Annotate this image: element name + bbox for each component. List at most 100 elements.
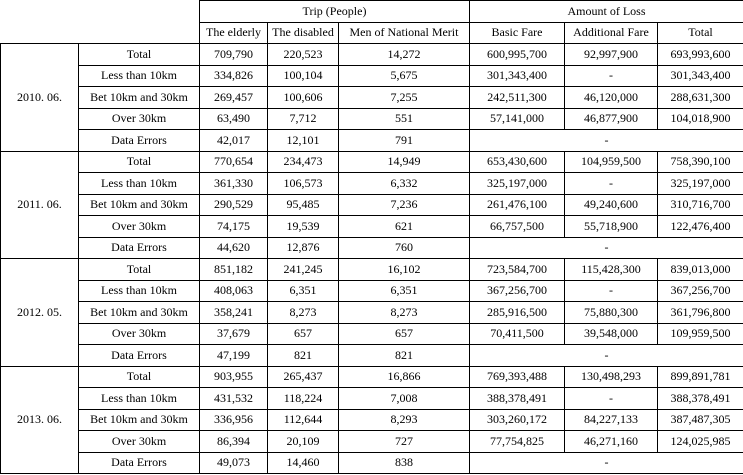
value-cell-disabled: 265,437 xyxy=(267,365,339,388)
value-cell-disabled: 12,876 xyxy=(267,236,339,259)
table-row: Over 30km 74,175 19,539 621 66,757,500 55,718… xyxy=(1,215,743,238)
data-errors-row: Data Errors 44,620 12,876 760- xyxy=(1,236,743,259)
value-cell-additional: 104,959,500 xyxy=(564,150,658,173)
value-cell-basic: 325,197,000 xyxy=(469,172,565,195)
table-row: 2013. 06. Total 903,955 265,437 16,866 769,39… xyxy=(0,365,743,474)
table-row: Bet 10km and 30km 269,457 100,606 7,255 242,… xyxy=(1,86,743,109)
column-header-merit: Men of National Merit xyxy=(338,21,470,44)
value-cell-total: 388,378,491 xyxy=(657,387,743,410)
value-cell-merit: 7,008 xyxy=(338,387,470,410)
value-cell-basic: 242,511,300 xyxy=(469,86,565,109)
value-cell-additional: 49,240,600 xyxy=(564,193,658,216)
value-cell-disabled: 241,245 xyxy=(267,258,339,281)
value-cell-disabled: 20,109 xyxy=(267,430,339,453)
value-cell-elderly: 336,956 xyxy=(199,408,268,431)
value-cell-total: 301,343,400 xyxy=(657,64,743,87)
table-row: Over 30km 63,490 7,712 551 57,141,000 46,877,… xyxy=(1,107,743,130)
value-cell-disabled: 220,523 xyxy=(267,43,339,66)
value-cell-total: 310,716,700 xyxy=(657,193,743,216)
period-cell: 2010. 06. xyxy=(0,43,79,152)
value-cell-additional: 130,498,293 xyxy=(564,365,658,388)
value-cell-disabled: 100,104 xyxy=(267,64,339,87)
value-cell-disabled: 106,573 xyxy=(267,172,339,195)
data-errors-row: Data Errors 42,017 12,101 791- xyxy=(1,129,743,152)
value-cell-elderly: 431,532 xyxy=(199,387,268,410)
value-cell-basic: 66,757,500 xyxy=(469,215,565,238)
value-cell-additional: - xyxy=(564,64,658,87)
loss-dash-cell: - xyxy=(469,129,743,152)
value-cell-total: 758,390,100 xyxy=(657,150,743,173)
value-cell-merit: 16,102 xyxy=(338,258,470,281)
value-cell-merit: 8,293 xyxy=(338,408,470,431)
value-cell-basic: 261,476,100 xyxy=(469,193,565,216)
value-cell-disabled: 95,485 xyxy=(267,193,339,216)
table-body: 2010. 06. Total 709,790 220,523 14,272 600,99… xyxy=(0,43,743,474)
value-cell-elderly: 361,330 xyxy=(199,172,268,195)
value-cell-merit: 551 xyxy=(338,107,470,130)
value-cell-merit: 760 xyxy=(338,236,470,259)
value-cell-disabled: 14,460 xyxy=(267,451,339,474)
value-cell-elderly: 358,241 xyxy=(199,301,268,324)
header-blank-cell xyxy=(0,0,200,44)
trip-group-header: Trip (People) xyxy=(199,0,470,23)
value-cell-elderly: 37,679 xyxy=(199,322,268,345)
value-cell-disabled: 19,539 xyxy=(267,215,339,238)
column-header-basic-fare: Basic Fare xyxy=(469,21,565,44)
column-header-elderly: The elderly xyxy=(199,21,268,44)
value-cell-elderly: 63,490 xyxy=(199,107,268,130)
value-cell-total: 361,796,800 xyxy=(657,301,743,324)
value-cell-disabled: 8,273 xyxy=(267,301,339,324)
row-label-cell: Bet 10km and 30km xyxy=(78,301,200,324)
value-cell-total: 122,476,400 xyxy=(657,215,743,238)
value-cell-elderly: 86,394 xyxy=(199,430,268,453)
loss-dash-cell: - xyxy=(469,344,743,367)
value-cell-basic: 600,995,700 xyxy=(469,43,565,66)
value-cell-total: 325,197,000 xyxy=(657,172,743,195)
value-cell-additional: 115,428,300 xyxy=(564,258,658,281)
value-cell-basic: 303,260,172 xyxy=(469,408,565,431)
table-row: Less than 10km 431,532 118,224 7,008 388,378… xyxy=(1,387,743,410)
value-cell-merit: 14,949 xyxy=(338,150,470,173)
value-cell-disabled: 12,101 xyxy=(267,129,339,152)
value-cell-disabled: 6,351 xyxy=(267,279,339,302)
column-header-disabled: The disabled xyxy=(267,21,339,44)
value-cell-total: 839,013,000 xyxy=(657,258,743,281)
data-errors-row: Data Errors 47,199 821 821- xyxy=(1,344,743,367)
value-cell-merit: 838 xyxy=(338,451,470,474)
value-cell-basic: 70,411,500 xyxy=(469,322,565,345)
value-cell-total: 124,025,985 xyxy=(657,430,743,453)
value-cell-merit: 791 xyxy=(338,129,470,152)
value-cell-basic: 653,430,600 xyxy=(469,150,565,173)
value-cell-merit: 8,273 xyxy=(338,301,470,324)
value-cell-total: 367,256,700 xyxy=(657,279,743,302)
value-cell-additional: - xyxy=(564,387,658,410)
row-label-cell: Data Errors xyxy=(78,236,200,259)
table-row: Less than 10km 408,063 6,351 6,351 367,256,7… xyxy=(1,279,743,302)
row-label-cell: Less than 10km xyxy=(78,172,200,195)
value-cell-total: 693,993,600 xyxy=(657,43,743,66)
value-cell-additional: 46,120,000 xyxy=(564,86,658,109)
value-cell-additional: - xyxy=(564,172,658,195)
value-cell-elderly: 290,529 xyxy=(199,193,268,216)
row-label-cell: Over 30km xyxy=(78,107,200,130)
value-cell-elderly: 903,955 xyxy=(199,365,268,388)
row-label-cell: Over 30km xyxy=(78,215,200,238)
value-cell-basic: 723,584,700 xyxy=(469,258,565,281)
value-cell-additional: 92,997,900 xyxy=(564,43,658,66)
value-cell-merit: 6,351 xyxy=(338,279,470,302)
table-row: Over 30km 86,394 20,109 727 77,754,825 46,271… xyxy=(1,430,743,453)
value-cell-disabled: 112,644 xyxy=(267,408,339,431)
column-header-additional-fare: Additional Fare xyxy=(564,21,658,44)
value-cell-elderly: 851,182 xyxy=(199,258,268,281)
value-cell-disabled: 100,606 xyxy=(267,86,339,109)
table-row: Over 30km 37,679 657 657 70,411,500 39,548,00… xyxy=(1,322,743,345)
table-row: 2010. 06. Total 709,790 220,523 14,272 600,99… xyxy=(0,43,743,152)
value-cell-elderly: 42,017 xyxy=(199,129,268,152)
table-row: Less than 10km 361,330 106,573 6,332 325,197… xyxy=(1,172,743,195)
column-header-total: Total xyxy=(657,21,743,44)
row-label-cell: Data Errors xyxy=(78,451,200,474)
table-header: Trip (People) Amount of Loss The elderly… xyxy=(0,0,743,44)
value-cell-disabled: 821 xyxy=(267,344,339,367)
value-cell-total: 387,487,305 xyxy=(657,408,743,431)
value-cell-merit: 7,255 xyxy=(338,86,470,109)
